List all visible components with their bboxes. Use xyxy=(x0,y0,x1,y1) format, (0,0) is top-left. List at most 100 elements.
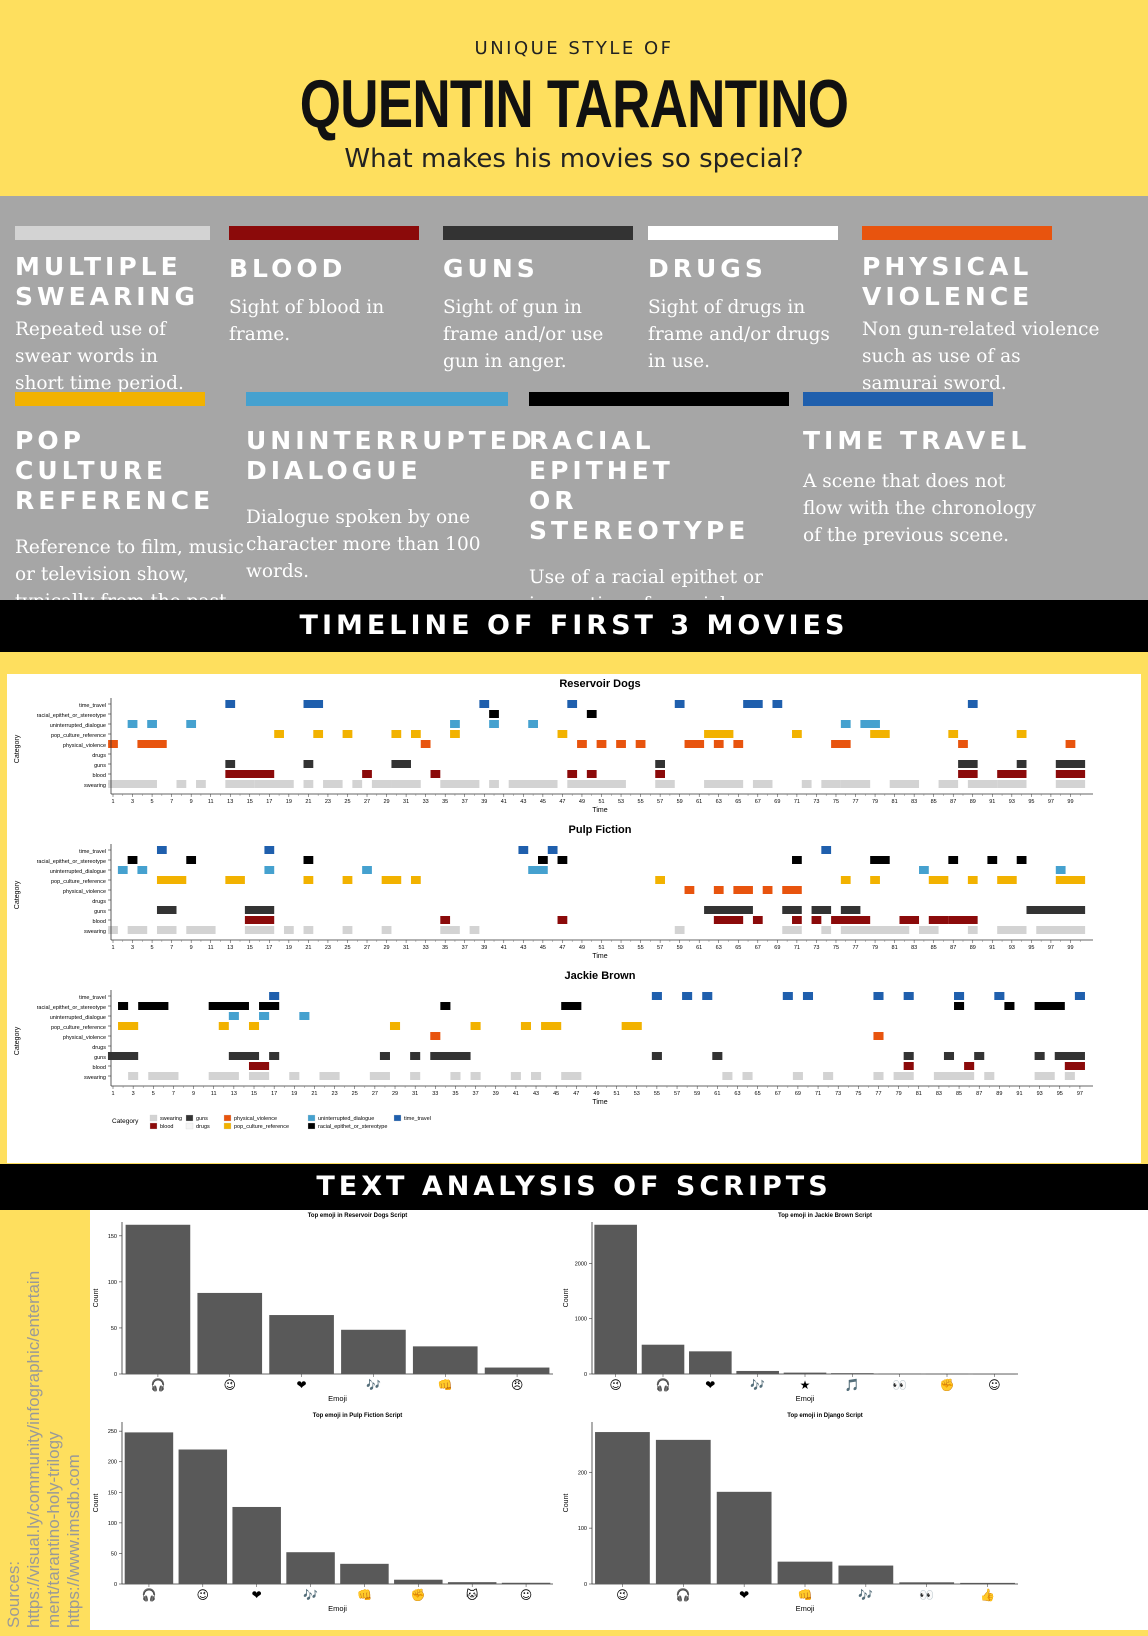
category-name: TIME TRAVEL xyxy=(803,426,1031,455)
x-tick-label: 73 xyxy=(835,1091,841,1097)
emoji-glyph: 👊 xyxy=(357,1588,372,1602)
event-mark xyxy=(967,876,978,884)
event-mark xyxy=(586,770,597,778)
timeline-title: Reservoir Dogs xyxy=(559,678,640,690)
row-label: guns xyxy=(94,909,106,915)
x-tick-label: 15 xyxy=(251,1091,257,1097)
x-axis-label: Emoji xyxy=(796,1394,815,1403)
event-mark xyxy=(967,780,998,788)
x-tick-label: 95 xyxy=(1057,1091,1063,1097)
x-tick-label: 17 xyxy=(271,1091,277,1097)
x-tick-label: 67 xyxy=(755,945,761,951)
emoji-chart-3: Top emoji in Pulp Fiction Script 0 50 100 15… xyxy=(93,1413,553,1613)
x-tick-label: 17 xyxy=(266,945,272,951)
row-label: blood xyxy=(93,773,106,779)
y-tick-label: 200 xyxy=(578,1470,587,1476)
event-mark xyxy=(967,700,978,708)
category-name: RACIAL EPITHET OR STEREOTYPE xyxy=(529,426,750,545)
x-tick-label: 25 xyxy=(352,1091,358,1097)
event-mark xyxy=(954,992,965,1000)
category-name: POP CULTURE REFERENCE xyxy=(15,426,215,515)
event-mark xyxy=(440,916,451,924)
x-tick-label: 51 xyxy=(614,1091,620,1097)
event-mark xyxy=(948,916,978,924)
x-axis-label: Emoji xyxy=(328,1394,347,1403)
x-tick-label: 3 xyxy=(131,799,134,805)
event-mark xyxy=(997,926,1027,934)
x-tick-label: 5 xyxy=(151,799,154,805)
y-tick-label: 0 xyxy=(114,1372,117,1378)
legend-title: Category xyxy=(112,1118,139,1125)
category-color-bar xyxy=(648,226,838,240)
chart-title: Top emoji in Reservoir Dogs Script xyxy=(308,1213,408,1219)
x-tick-label: 55 xyxy=(654,1091,660,1097)
event-mark xyxy=(840,926,910,934)
page-title: QUENTIN TARANTINO xyxy=(299,66,849,142)
x-tick-label: 69 xyxy=(795,1091,801,1097)
event-mark xyxy=(303,780,314,788)
emoji-bar xyxy=(595,1432,650,1584)
event-mark xyxy=(389,1022,401,1030)
x-tick-label: 49 xyxy=(579,799,585,805)
x-tick-label: 89 xyxy=(970,799,976,805)
event-mark xyxy=(225,780,255,788)
x-tick-label: 27 xyxy=(364,799,370,805)
x-axis-label: Time xyxy=(592,807,607,814)
emoji-bar xyxy=(838,1565,894,1584)
event-mark xyxy=(840,906,861,914)
event-mark xyxy=(682,992,693,1000)
event-mark xyxy=(156,876,187,884)
event-mark xyxy=(259,1002,280,1010)
event-mark xyxy=(919,926,939,934)
emoji-glyph: 😉 xyxy=(197,1588,210,1602)
x-tick-label: 9 xyxy=(192,1091,195,1097)
event-mark xyxy=(156,926,177,934)
event-mark xyxy=(510,1072,521,1080)
event-mark xyxy=(967,926,978,934)
event-mark xyxy=(635,740,646,748)
event-mark xyxy=(156,846,167,854)
emoji-bar xyxy=(641,1344,685,1374)
event-mark xyxy=(821,780,841,788)
category-description: A scene that does not flow with the chro… xyxy=(803,471,1037,546)
x-tick-label: 93 xyxy=(1037,1091,1043,1097)
x-tick-label: 23 xyxy=(325,799,331,805)
emoji-glyph: ❤ xyxy=(297,1378,307,1392)
x-tick-label: 63 xyxy=(734,1091,740,1097)
x-tick-label: 21 xyxy=(311,1091,317,1097)
category-description: Sight of blood in frame. xyxy=(229,297,385,345)
event-mark xyxy=(870,876,880,884)
event-mark xyxy=(557,856,568,864)
emoji-glyph: 🎧 xyxy=(676,1588,691,1602)
event-mark xyxy=(704,780,744,788)
event-mark xyxy=(248,1062,270,1070)
event-mark xyxy=(520,1022,531,1030)
event-mark xyxy=(274,730,284,738)
event-mark xyxy=(147,720,157,728)
event-mark xyxy=(1034,1052,1045,1060)
event-mark xyxy=(391,780,421,788)
event-mark xyxy=(762,886,773,894)
event-mark xyxy=(410,1052,421,1060)
x-tick-label: 73 xyxy=(813,945,819,951)
emoji-glyph: 😉 xyxy=(223,1378,236,1392)
event-mark xyxy=(108,926,118,934)
x-tick-label: 51 xyxy=(598,945,604,951)
x-tick-label: 87 xyxy=(950,799,956,805)
event-mark xyxy=(537,856,548,864)
event-mark xyxy=(621,1022,642,1030)
event-mark xyxy=(873,1032,884,1040)
event-mark xyxy=(137,866,148,874)
x-tick-label: 31 xyxy=(403,945,409,951)
event-mark xyxy=(733,740,744,748)
row-label: physical_violence xyxy=(63,743,106,749)
event-mark xyxy=(561,1002,582,1010)
row-label: drugs xyxy=(92,899,106,905)
event-mark xyxy=(108,780,157,788)
x-tick-label: 43 xyxy=(520,945,526,951)
y-tick-label: 100 xyxy=(108,1280,117,1286)
x-tick-label: 57 xyxy=(657,799,663,805)
emoji-bar xyxy=(878,1373,921,1375)
x-tick-label: 39 xyxy=(481,945,487,951)
timeline-charts: Reservoir Dogs Category time_travel racial_… xyxy=(14,678,1093,1130)
